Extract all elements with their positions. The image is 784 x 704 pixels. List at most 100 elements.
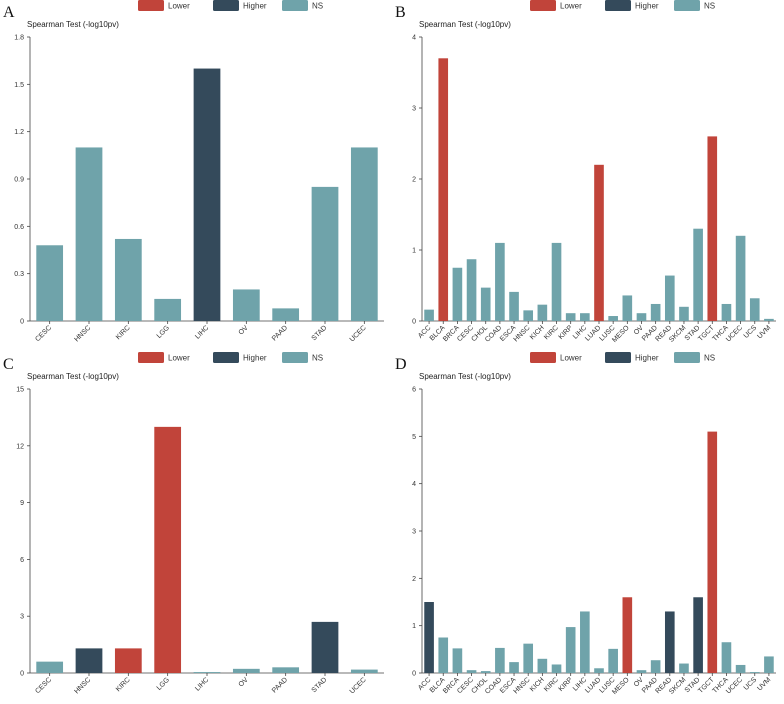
bar-ucec (350, 147, 378, 321)
bar-kirp (565, 627, 576, 673)
bar-paad (272, 308, 300, 321)
x-tick-label: PAAD (271, 324, 289, 342)
x-tick-label: HNSC (513, 324, 532, 343)
bar-paad (650, 303, 661, 321)
bar-kirc (114, 238, 142, 321)
y-tick-label: 0 (20, 671, 24, 678)
y-axis-label: Spearman Test (-log10pv) (27, 372, 119, 381)
bar-meso (622, 597, 633, 673)
chart-svg: A Lower Higher NS Spearman Test (-log10pv) 0 0… (3, 0, 384, 343)
x-tick-label: UVM (756, 324, 772, 340)
legend-swatch-higher (605, 0, 631, 11)
bar-luad (594, 668, 604, 673)
bar-lihc (193, 68, 221, 321)
x-tick-label: UCS (743, 676, 759, 692)
chart-svg: C Lower Higher NS Spearman Test (-log10pv) 0 3… (3, 352, 384, 695)
legend: Lower Higher NS (530, 352, 715, 363)
x-tick-label: STAD (311, 324, 329, 342)
bar-hnsc (523, 643, 534, 673)
bar-ov (232, 668, 260, 673)
bar-coad (495, 242, 505, 321)
y-tick-label: 6 (20, 557, 24, 564)
legend-swatch-higher (213, 352, 239, 363)
bar-ucec (735, 235, 746, 321)
x-tick-label: UCEC (349, 324, 368, 343)
legend: Lower Higher NS (138, 352, 323, 363)
legend: Lower Higher NS (138, 0, 323, 11)
y-tick-label: 1 (412, 248, 416, 255)
chart-panel-c: C Lower Higher NS Spearman Test (-log10pv) 0 3… (0, 352, 392, 704)
y-axis-label: Spearman Test (-log10pv) (419, 372, 511, 381)
bar-kich (537, 304, 548, 321)
bar-esca (509, 291, 519, 321)
y-tick-label: 6 (412, 387, 416, 394)
legend-label-ns: NS (312, 2, 323, 11)
bar-paad (650, 660, 661, 673)
legend-label-higher: Higher (243, 354, 267, 363)
x-tick-label: LIHC (194, 676, 210, 692)
bar-lusc (608, 316, 618, 321)
bar-cesc (466, 259, 477, 321)
x-tick-label: CESC (34, 676, 53, 695)
legend-swatch-ns (282, 352, 308, 363)
y-tick-label: 0 (412, 319, 416, 326)
x-tick-label: KIRC (543, 676, 560, 693)
y-tick-label: 15 (16, 387, 24, 394)
bar-uvm (764, 318, 774, 321)
y-tick-label: 9 (20, 500, 24, 507)
y-tick-label: 0 (20, 319, 24, 326)
x-tick-label: UCEC (725, 324, 744, 343)
bar-cesc (36, 245, 64, 321)
legend-label-lower: Lower (560, 2, 582, 11)
bar-stad (693, 228, 703, 321)
y-tick-label: 0.9 (14, 177, 24, 184)
bar-ov (232, 289, 260, 321)
bar-luad (594, 164, 604, 321)
x-tick-label: UCS (743, 324, 759, 340)
bar-uvm (764, 656, 774, 673)
y-tick-label: 3 (20, 614, 24, 621)
bar-tgct (707, 431, 718, 673)
x-tick-label: KIRC (115, 324, 132, 341)
panel-letter: C (3, 356, 14, 373)
y-tick-label: 12 (16, 443, 24, 450)
x-tick-label: KICH (529, 676, 546, 693)
legend-swatch-ns (674, 0, 700, 11)
panel-letter: B (395, 4, 406, 21)
legend-swatch-ns (282, 0, 308, 11)
x-tick-label: UVM (756, 676, 772, 692)
bar-stad (311, 621, 339, 673)
bar-chol (480, 671, 491, 673)
bar-paad (272, 667, 300, 673)
bar-blca (438, 58, 449, 322)
legend-label-higher: Higher (635, 2, 659, 11)
bar-brca (452, 267, 463, 321)
x-tick-label: KIRC (115, 676, 132, 693)
y-tick-label: 2 (412, 576, 416, 583)
y-axis-label: Spearman Test (-log10pv) (419, 20, 511, 29)
legend-swatch-higher (213, 0, 239, 11)
bar-ucec (735, 664, 746, 673)
y-tick-label: 1 (412, 623, 416, 630)
x-tick-label: LGG (156, 676, 171, 691)
bar-thca (721, 642, 732, 673)
bar-ov (636, 670, 647, 673)
y-tick-label: 3 (412, 529, 416, 536)
bar-read (664, 611, 675, 673)
y-tick-label: 4 (412, 481, 416, 488)
legend-swatch-higher (605, 352, 631, 363)
bar-ucs (749, 298, 760, 321)
bar-lusc (608, 648, 618, 673)
bar-chol (480, 287, 491, 321)
bar-skcm (679, 306, 689, 321)
bar-thca (721, 303, 732, 321)
bar-esca (509, 662, 519, 673)
legend: Lower Higher NS (530, 0, 715, 11)
y-tick-label: 1.5 (14, 82, 24, 89)
x-tick-label: KIRP (558, 324, 575, 341)
x-tick-label: LGG (156, 324, 171, 339)
legend-label-ns: NS (312, 354, 323, 363)
legend-label-higher: Higher (635, 354, 659, 363)
bar-brca (452, 648, 463, 673)
bar-kirc (551, 242, 562, 321)
